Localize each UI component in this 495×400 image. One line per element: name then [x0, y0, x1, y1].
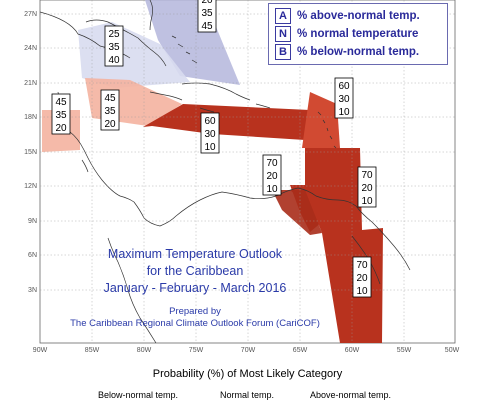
prob-normal: 20 [266, 171, 278, 182]
legend-text-above: % above-normal temp. [297, 10, 420, 22]
latitude-ticks: 27N 24N 21N 18N 15N 12N 9N 6N 3N [24, 11, 37, 294]
prob-above: 20 [201, 0, 213, 6]
footer-title: Probability (%) of Most Likely Category [152, 368, 343, 380]
prob-below: 20 [55, 123, 67, 134]
legend-box: A % above-normal temp. N % normal temper… [268, 3, 448, 65]
prob-below: 45 [201, 21, 213, 32]
prob-below: 40 [108, 55, 120, 66]
lon-tick: 70W [241, 347, 256, 354]
map-title-line1: Maximum Temperature Outlook [107, 247, 283, 261]
prob-above: 70 [356, 260, 368, 271]
lat-tick: 24N [24, 45, 37, 52]
prob-normal: 35 [55, 110, 67, 121]
footer-category-normal: Normal temp. [220, 390, 275, 400]
footer-category-below: Below-normal temp. [98, 390, 179, 400]
lon-tick: 90W [33, 347, 48, 354]
lon-tick: 80W [137, 347, 152, 354]
lat-tick: 6N [28, 252, 37, 259]
legend-key-above: A [275, 8, 291, 24]
prob-box-south-caribbean: 70 20 10 [262, 154, 282, 196]
lon-tick: 55W [397, 347, 412, 354]
prob-normal: 20 [356, 273, 368, 284]
map-title-line3: January - February - March 2016 [103, 281, 287, 295]
zone-leeward-islands [302, 92, 340, 148]
prob-box-central-caribbean: 60 30 10 [200, 112, 220, 154]
lat-tick: 21N [24, 80, 37, 87]
prob-box-north-caribbean: 25 35 40 [104, 25, 124, 67]
prob-above: 60 [204, 116, 216, 127]
prob-above: 45 [55, 97, 67, 108]
lat-tick: 18N [24, 114, 37, 121]
island-outlines [171, 35, 337, 149]
prob-normal: 30 [338, 94, 350, 105]
prob-below: 10 [361, 196, 373, 207]
prob-normal: 20 [361, 183, 373, 194]
lat-tick: 9N [28, 218, 37, 225]
zone-bahamas [145, 0, 240, 85]
prob-below: 10 [266, 184, 278, 195]
legend-row-normal: N % normal temperature [275, 26, 418, 42]
prob-below: 20 [104, 119, 116, 130]
lat-tick: 27N [24, 11, 37, 18]
zone-central-caribbean [143, 104, 310, 140]
footer-category-above: Above-normal temp. [310, 390, 392, 400]
lon-tick: 60W [345, 347, 360, 354]
legend-text-normal: % normal temperature [297, 28, 419, 40]
prob-above: 60 [338, 81, 350, 92]
prob-above: 70 [361, 170, 373, 181]
lat-tick: 3N [28, 287, 37, 294]
longitude-ticks: 90W 85W 80W 75W 70W 65W 60W 55W 50W [33, 347, 460, 354]
legend-row-above: A % above-normal temp. [275, 8, 420, 24]
prob-normal: 35 [201, 8, 213, 19]
prob-above: 70 [266, 158, 278, 169]
prob-normal: 35 [104, 106, 116, 117]
prob-box-leeward-islands: 60 30 10 [334, 77, 354, 119]
lon-tick: 75W [189, 347, 204, 354]
prob-below: 10 [356, 286, 368, 297]
prob-box-west-caribbean: 45 35 20 [100, 89, 120, 131]
prob-box-belize: 45 35 20 [51, 93, 71, 135]
graticule [40, 0, 455, 343]
legend-key-below: B [275, 44, 291, 60]
prob-above: 45 [104, 93, 116, 104]
lat-tick: 15N [24, 149, 37, 156]
prob-below: 10 [338, 107, 350, 118]
prob-above: 25 [108, 29, 120, 40]
prob-normal: 30 [204, 129, 216, 140]
credit-line1: Prepared by [169, 306, 221, 317]
prob-normal: 35 [108, 42, 120, 53]
map-title-line2: for the Caribbean [146, 264, 244, 278]
legend-row-below: B % below-normal temp. [275, 44, 419, 60]
lon-tick: 85W [85, 347, 100, 354]
lon-tick: 65W [293, 347, 308, 354]
credit-line2: The Caribbean Regional Climate Outlook F… [70, 318, 320, 329]
zone-venezuela-coast [272, 190, 322, 235]
legend-text-below: % below-normal temp. [297, 46, 420, 58]
lon-tick: 50W [445, 347, 460, 354]
legend-key-normal: N [275, 26, 291, 42]
prob-box-guianas: 70 20 10 [352, 256, 372, 298]
prob-below: 10 [204, 142, 216, 153]
prob-box-bahamas: 20 35 45 [197, 0, 217, 33]
prob-box-windward-islands: 70 20 10 [357, 166, 377, 208]
lat-tick: 12N [24, 183, 37, 190]
